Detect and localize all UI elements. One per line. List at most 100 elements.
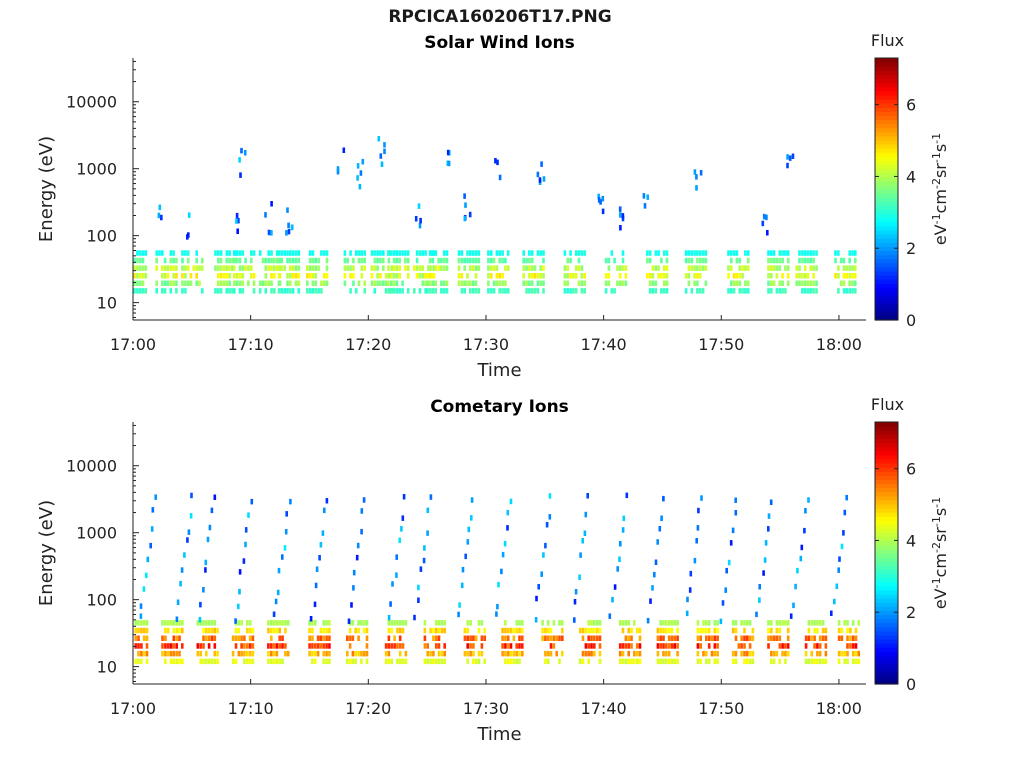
flux-cell xyxy=(138,288,142,294)
flux-cell xyxy=(356,175,359,181)
flux-cell xyxy=(743,627,746,634)
flux-cell xyxy=(348,627,352,634)
flux-cell xyxy=(365,658,369,665)
flux-cell xyxy=(743,650,746,657)
flux-cell xyxy=(136,288,139,294)
flux-cell xyxy=(155,265,158,271)
flux-cell xyxy=(289,288,292,294)
flux-cell xyxy=(281,554,284,560)
flux-cell xyxy=(627,643,630,649)
flux-cell xyxy=(283,250,286,256)
flux-cell xyxy=(857,658,861,665)
flux-cell xyxy=(474,265,478,271)
flux-cell xyxy=(431,257,435,264)
flux-cell xyxy=(786,280,790,286)
flux-cell xyxy=(141,250,145,256)
spectrogram-cells xyxy=(133,136,857,294)
flux-cell xyxy=(786,650,790,657)
flux-cell xyxy=(377,136,381,142)
flux-cell xyxy=(767,620,770,626)
colorbar-segment xyxy=(875,90,898,96)
flux-cell xyxy=(821,627,825,634)
flux-cell xyxy=(542,257,545,264)
flux-cell xyxy=(354,658,357,665)
flux-cell xyxy=(192,265,196,271)
flux-cell xyxy=(325,257,329,264)
flux-cell xyxy=(286,207,289,213)
flux-cell xyxy=(360,257,364,264)
flux-cell xyxy=(322,635,325,641)
flux-cell xyxy=(834,257,837,264)
flux-cell xyxy=(848,250,851,256)
flux-cell xyxy=(743,643,746,649)
flux-cell xyxy=(390,280,393,286)
flux-cell xyxy=(390,643,393,649)
flux-cell xyxy=(373,257,377,264)
flux-cell xyxy=(445,250,449,256)
flux-cell xyxy=(133,265,136,271)
flux-cell xyxy=(660,273,663,279)
flux-cell xyxy=(630,627,633,634)
flux-cell xyxy=(355,554,359,561)
flux-cell xyxy=(418,273,422,279)
flux-cell xyxy=(848,280,851,286)
flux-cell xyxy=(317,257,320,264)
flux-cell xyxy=(169,280,173,286)
flux-cell xyxy=(291,257,295,264)
flux-cell xyxy=(848,265,851,271)
flux-cell xyxy=(284,529,288,535)
flux-cell xyxy=(693,557,697,564)
flux-cell xyxy=(352,265,355,271)
flux-cell xyxy=(525,288,528,294)
flux-cell xyxy=(477,265,481,271)
flux-cell xyxy=(469,250,472,256)
flux-cell xyxy=(175,643,178,649)
flux-cell xyxy=(314,257,317,264)
panel-title: Solar Wind Ions xyxy=(424,33,575,53)
flux-cell xyxy=(432,635,435,641)
flux-cell xyxy=(319,542,323,548)
flux-cell xyxy=(784,650,787,657)
flux-cell xyxy=(314,658,317,665)
flux-cell xyxy=(466,257,469,264)
x-tick-label: 17:40 xyxy=(581,699,627,718)
flux-cell xyxy=(530,280,534,286)
flux-cell xyxy=(696,288,699,294)
x-tick-label: 17:50 xyxy=(698,335,744,354)
flux-cell xyxy=(237,217,240,224)
flux-cell xyxy=(440,650,444,657)
flux-cell xyxy=(319,643,323,649)
flux-cell xyxy=(698,257,702,264)
flux-cell xyxy=(275,265,279,271)
flux-cell xyxy=(713,635,717,641)
flux-cell xyxy=(264,265,268,271)
flux-cell xyxy=(584,643,588,649)
flux-cell xyxy=(393,620,396,626)
flux-cell xyxy=(208,524,212,531)
colorbar-segment xyxy=(875,66,898,71)
flux-cell xyxy=(813,627,816,634)
flux-cell xyxy=(824,658,828,665)
flux-cell xyxy=(738,273,742,279)
flux-cell xyxy=(426,658,429,665)
flux-cell xyxy=(392,288,396,294)
flux-cell xyxy=(716,635,719,641)
flux-cell xyxy=(390,658,393,665)
flux-cell xyxy=(181,265,184,271)
flux-cell xyxy=(325,273,329,279)
flux-cell xyxy=(289,498,292,505)
flux-cell xyxy=(291,288,295,294)
flux-cell xyxy=(384,288,388,294)
flux-cell xyxy=(370,265,374,271)
flux-cell xyxy=(725,567,728,574)
flux-cell xyxy=(509,658,513,665)
flux-cell xyxy=(308,627,311,634)
flux-cell xyxy=(593,620,596,626)
flux-cell xyxy=(566,257,569,264)
flux-cell xyxy=(522,250,525,256)
flux-cell xyxy=(746,280,750,286)
flux-cell xyxy=(325,643,328,649)
flux-cell xyxy=(360,273,364,279)
flux-cell xyxy=(151,507,155,513)
flux-cell xyxy=(175,658,178,665)
